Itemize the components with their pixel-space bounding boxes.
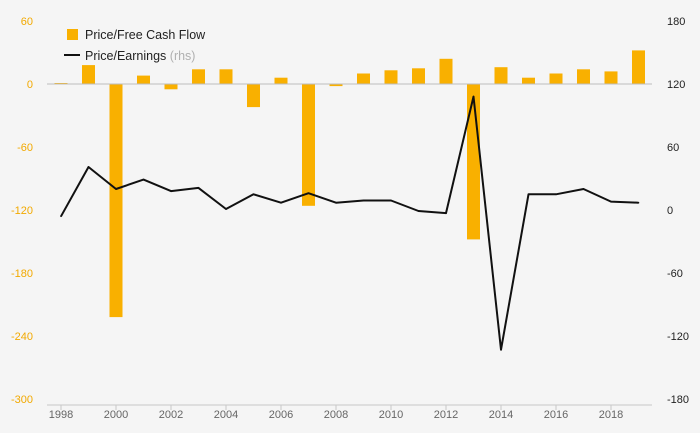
pe-point-2006 xyxy=(280,201,282,204)
x-tick-label: 2006 xyxy=(269,409,293,421)
x-tick-label: 2018 xyxy=(599,409,623,421)
bar-2011 xyxy=(412,68,425,85)
bar-2008 xyxy=(329,84,343,87)
bar-2000 xyxy=(109,84,123,318)
left-tick-label: -180 xyxy=(11,268,33,280)
pe-point-2005 xyxy=(252,193,255,196)
pe-point-2019 xyxy=(637,201,640,204)
bar-2006 xyxy=(274,77,288,84)
pe-point-2000 xyxy=(115,188,117,190)
line-series xyxy=(60,95,640,351)
bar-2019 xyxy=(632,50,645,84)
right-tick-label: -180 xyxy=(667,394,689,406)
x-tick-label: 1998 xyxy=(49,409,73,421)
left-tick-label: -300 xyxy=(11,394,33,406)
legend-swatch-bar xyxy=(67,29,78,40)
right-tick-label: -120 xyxy=(667,331,689,343)
pe-point-2001 xyxy=(142,178,145,181)
pe-point-2011 xyxy=(417,210,420,212)
legend-label-line: Price/Earnings (rhs) xyxy=(85,49,195,63)
right-tick-label: 180 xyxy=(667,16,685,28)
x-tick-label: 2016 xyxy=(544,409,568,421)
left-axis: 60 0 -60 -120 -180 -240 -300 xyxy=(11,16,33,406)
x-tick-label: 2008 xyxy=(324,409,348,421)
left-tick-label: -60 xyxy=(17,142,33,154)
bar-2015 xyxy=(522,77,535,84)
pe-line xyxy=(60,95,639,351)
pe-point-2018 xyxy=(610,200,612,203)
x-tick-label: 2002 xyxy=(159,409,183,421)
x-axis: 1998 2000 2002 2004 2006 2008 2010 2012 2014 2016… xyxy=(47,404,652,421)
right-tick-label: -60 xyxy=(667,268,683,280)
x-tick-label: 2014 xyxy=(489,409,513,421)
legend-label-line-name: Price/Earnings xyxy=(85,49,166,63)
pe-point-2013 xyxy=(472,95,475,98)
pe-point-2017 xyxy=(582,188,585,190)
pe-point-2008 xyxy=(335,201,337,204)
pe-point-2012 xyxy=(445,212,447,214)
bar-2001 xyxy=(137,75,150,84)
bar-2013 xyxy=(467,84,480,240)
bar-2018 xyxy=(604,71,618,84)
legend-label-bar: Price/Free Cash Flow xyxy=(85,28,206,42)
x-tick-label: 2004 xyxy=(214,409,238,421)
left-tick-label: -240 xyxy=(11,331,33,343)
pe-point-2002 xyxy=(170,190,172,192)
pe-point-2007 xyxy=(307,192,310,194)
bar-2010 xyxy=(384,70,398,84)
left-tick-label: 60 xyxy=(21,16,33,28)
bar-2009 xyxy=(357,73,370,84)
pe-point-1999 xyxy=(87,166,90,168)
right-tick-label: 120 xyxy=(667,79,685,91)
legend: Price/Free Cash Flow Price/Earnings (rhs… xyxy=(64,28,206,63)
bar-1999 xyxy=(82,65,95,84)
bar-2003 xyxy=(192,69,205,84)
right-axis: 180 120 60 0 -60 -120 -180 xyxy=(667,16,689,406)
bar-2004 xyxy=(219,69,233,84)
pe-point-2003 xyxy=(197,187,200,189)
legend-label-line-suffix: (rhs) xyxy=(170,49,196,63)
bar-2017 xyxy=(577,69,590,84)
pe-point-2004 xyxy=(225,208,227,210)
pe-point-2010 xyxy=(390,199,392,202)
pe-point-2014 xyxy=(500,348,502,351)
left-tick-label: -120 xyxy=(11,205,33,217)
pe-point-2009 xyxy=(362,199,365,202)
right-tick-label: 0 xyxy=(667,205,673,217)
bar-2014 xyxy=(494,67,508,84)
pe-point-2016 xyxy=(555,193,557,196)
right-tick-label: 60 xyxy=(667,142,679,154)
bar-2002 xyxy=(164,84,178,90)
left-tick-label: 0 xyxy=(27,79,33,91)
bar-2005 xyxy=(247,84,260,108)
pe-point-2015 xyxy=(527,193,530,196)
bar-series xyxy=(54,50,645,318)
x-tick-label: 2010 xyxy=(379,409,403,421)
bar-2012 xyxy=(439,58,453,84)
bar-2016 xyxy=(549,73,563,84)
x-tick-label: 2012 xyxy=(434,409,458,421)
pe-point-1998 xyxy=(60,215,62,218)
bar-2007 xyxy=(302,84,315,206)
x-tick-label: 2000 xyxy=(104,409,128,421)
